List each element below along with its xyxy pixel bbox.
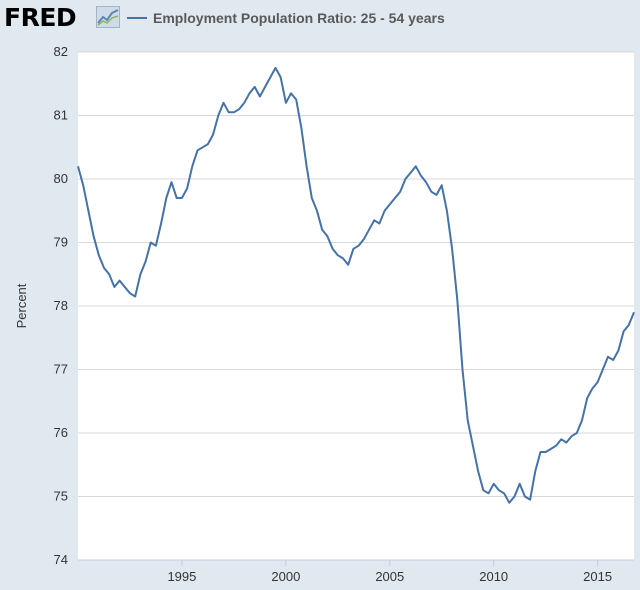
chart-header: FRED Employment Population Ratio: 25 - 5… (0, 0, 640, 38)
fred-logo[interactable]: FRED (4, 3, 77, 32)
y-tick-label: 76 (54, 425, 68, 440)
x-tick-label: 2010 (479, 569, 508, 584)
legend-series-label: Employment Population Ratio: 25 - 54 yea… (153, 10, 445, 26)
y-tick-label: 79 (54, 235, 68, 250)
y-tick-label: 77 (54, 362, 68, 377)
y-tick-label: 81 (54, 108, 68, 123)
y-tick-label: 75 (54, 489, 68, 504)
y-axis-title: Percent (14, 283, 29, 328)
x-tick-label: 1995 (167, 569, 196, 584)
x-axis-ticks: 1995 2000 2005 2010 2015 (78, 559, 634, 584)
series-line-employment-population-ratio[interactable] (77, 66, 635, 504)
y-axis-ticks: 74 75 76 77 78 79 80 81 82 (54, 44, 68, 567)
legend-swatch (127, 17, 147, 19)
fred-logo-chart-icon (96, 6, 120, 28)
y-tick-label: 74 (54, 552, 68, 567)
y-tick-label: 80 (54, 171, 68, 186)
x-tick-label: 2005 (375, 569, 404, 584)
y-tick-label: 78 (54, 298, 68, 313)
y-tick-label: 82 (54, 44, 68, 59)
x-tick-label: 2000 (271, 569, 300, 584)
x-tick-label: 2015 (583, 569, 612, 584)
chart-legend[interactable]: Employment Population Ratio: 25 - 54 yea… (127, 8, 445, 28)
